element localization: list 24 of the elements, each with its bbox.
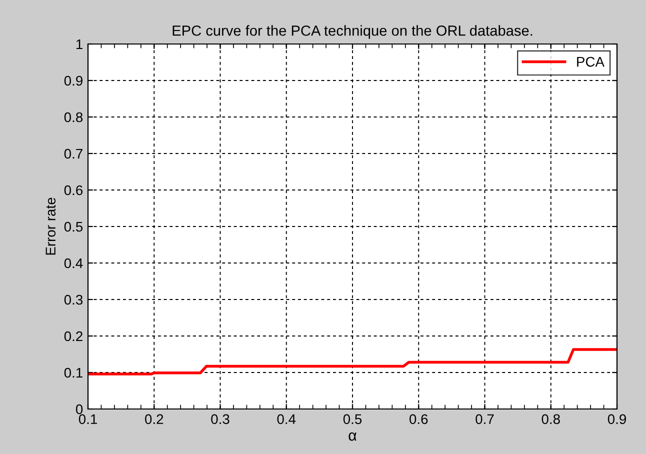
y-tick-label: 1 [76,39,82,50]
x-tick-label: 0.6 [410,414,428,424]
y-tick-label: 0.7 [64,148,82,159]
y-tick-label: 0.9 [64,76,82,86]
x-tick-label: 0.2 [145,414,164,424]
x-tick-label: 0.8 [542,414,560,424]
y-axis-title: Error rate [46,198,56,255]
y-tick-label: 0.8 [64,112,83,122]
x-axis-title: α [348,432,356,441]
legend-label: PCA [577,56,604,67]
x-tick-label: 0.5 [343,414,362,424]
chart-title: EPC curve for the PCA technique on the ORL database. [172,25,532,39]
x-tick-label: 0.9 [608,414,626,424]
y-tick-label: 0.5 [64,222,83,232]
y-tick-label: 0.3 [64,294,83,305]
y-tick-label: 0.4 [64,258,83,268]
line-series [88,348,617,376]
y-tick-label: 0.2 [64,331,82,342]
x-tick-label: 0.3 [211,414,230,424]
x-tick-label: 0.4 [277,414,296,424]
x-tick-label: 0.7 [476,414,494,424]
y-tick-label: 0.6 [64,185,83,196]
y-tick-label: 0 [76,404,83,414]
y-tick-label: 0.1 [64,368,82,378]
